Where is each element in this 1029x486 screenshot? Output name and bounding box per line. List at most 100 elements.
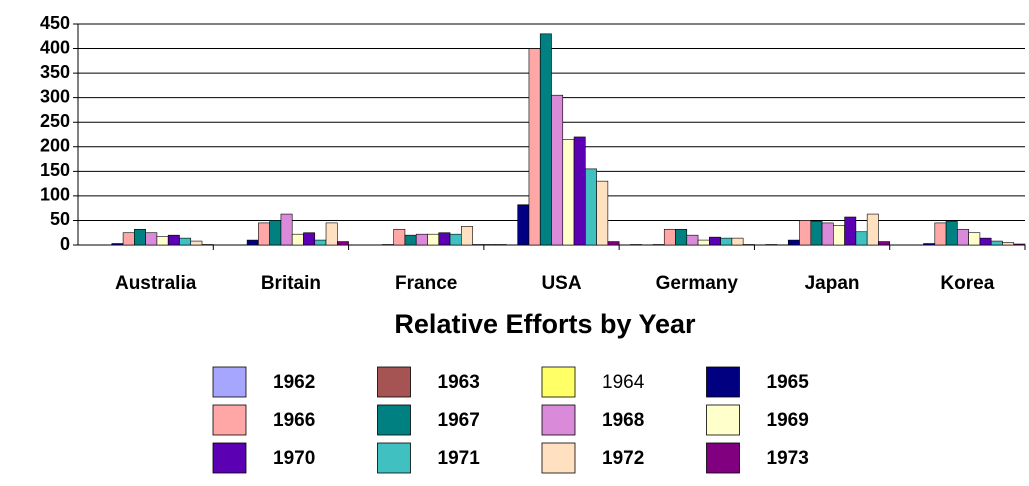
bar bbox=[787, 239, 800, 246]
bar bbox=[404, 234, 417, 246]
y-tick-label: 250 bbox=[40, 111, 70, 131]
bar bbox=[562, 139, 575, 246]
legend-swatch bbox=[706, 404, 740, 436]
legend-label: 1971 bbox=[438, 448, 481, 469]
bar bbox=[866, 213, 879, 246]
legend-label: 1969 bbox=[767, 410, 809, 431]
bar bbox=[810, 221, 823, 246]
bar bbox=[438, 232, 451, 246]
x-tick-label: France bbox=[395, 273, 457, 294]
bar bbox=[697, 239, 710, 246]
bar bbox=[878, 241, 891, 246]
bar bbox=[269, 220, 282, 246]
bar bbox=[596, 180, 609, 246]
bar bbox=[291, 233, 304, 246]
bar bbox=[686, 234, 699, 246]
legend-swatch bbox=[212, 366, 247, 398]
bar bbox=[990, 240, 1003, 246]
bar bbox=[528, 48, 541, 246]
bar bbox=[675, 228, 688, 246]
bar bbox=[720, 237, 733, 246]
x-tick-label: Britain bbox=[261, 273, 321, 294]
legend-swatch bbox=[212, 442, 247, 474]
x-tick-label: Germany bbox=[656, 273, 739, 294]
bar bbox=[280, 213, 293, 246]
bar bbox=[336, 241, 349, 246]
bar bbox=[134, 228, 146, 246]
legend-swatch bbox=[377, 442, 411, 474]
bar bbox=[957, 228, 969, 246]
bar bbox=[1013, 243, 1026, 246]
bar bbox=[607, 241, 620, 246]
x-tick-label: Korea bbox=[940, 273, 994, 294]
y-tick-label: 200 bbox=[40, 136, 70, 156]
x-tick-label: USA bbox=[541, 273, 581, 294]
bar bbox=[731, 237, 744, 246]
y-tick-label: 450 bbox=[40, 13, 70, 33]
bar bbox=[415, 233, 428, 246]
legend-swatch bbox=[377, 366, 411, 398]
bar bbox=[122, 232, 135, 246]
bar bbox=[968, 232, 981, 246]
bar bbox=[190, 240, 203, 246]
legend-label: 1972 bbox=[602, 448, 644, 469]
bar bbox=[573, 136, 586, 246]
bar bbox=[427, 233, 440, 246]
y-tick-label: 50 bbox=[50, 209, 70, 229]
y-tick-label: 300 bbox=[40, 86, 70, 106]
y-tick-label: 100 bbox=[40, 185, 70, 205]
legend-swatch bbox=[541, 404, 576, 436]
legend-label: 1964 bbox=[602, 372, 645, 393]
bar bbox=[539, 33, 552, 246]
bar bbox=[855, 231, 868, 246]
bar bbox=[314, 239, 327, 246]
y-tick-label: 0 bbox=[60, 234, 70, 254]
legend-swatch bbox=[541, 366, 576, 398]
bar bbox=[799, 220, 812, 246]
y-tick-label: 400 bbox=[40, 37, 70, 57]
legend-label: 1962 bbox=[273, 372, 315, 393]
bar bbox=[145, 232, 158, 246]
bar bbox=[821, 222, 834, 246]
bar bbox=[258, 222, 270, 246]
legend-label: 1965 bbox=[767, 372, 810, 393]
bar bbox=[179, 237, 192, 246]
legend-swatch bbox=[706, 442, 740, 474]
chart-title: Relative Efforts by Year bbox=[394, 309, 696, 339]
bar bbox=[551, 94, 564, 246]
legend-label: 1970 bbox=[273, 448, 315, 469]
legend-label: 1967 bbox=[438, 410, 480, 431]
bar bbox=[167, 234, 180, 246]
x-tick-label: Japan bbox=[805, 273, 860, 294]
legend-label: 1963 bbox=[438, 372, 480, 393]
bar bbox=[585, 168, 597, 246]
bar bbox=[923, 243, 936, 246]
y-tick-label: 150 bbox=[40, 160, 70, 180]
bar bbox=[461, 226, 473, 246]
bar bbox=[303, 232, 316, 246]
bar bbox=[945, 221, 958, 246]
legend-swatch bbox=[706, 366, 740, 398]
legend-swatch bbox=[541, 442, 576, 474]
x-tick-label: Australia bbox=[115, 273, 197, 294]
bar bbox=[449, 233, 462, 246]
legend-label: 1973 bbox=[767, 448, 809, 469]
bar bbox=[156, 236, 169, 246]
bar bbox=[934, 222, 947, 246]
legend-label: 1966 bbox=[273, 410, 315, 431]
legend-label: 1968 bbox=[602, 410, 644, 431]
bar bbox=[833, 225, 845, 246]
bar bbox=[709, 236, 721, 246]
bar bbox=[393, 228, 406, 246]
bar bbox=[1002, 242, 1015, 246]
bar bbox=[517, 204, 530, 246]
legend-swatch bbox=[377, 404, 411, 436]
legend-swatch bbox=[212, 404, 247, 436]
bar bbox=[844, 216, 857, 246]
y-tick-label: 350 bbox=[40, 62, 70, 82]
bar bbox=[246, 239, 259, 246]
bar bbox=[111, 243, 124, 246]
bar bbox=[663, 228, 676, 246]
bar bbox=[979, 237, 992, 246]
